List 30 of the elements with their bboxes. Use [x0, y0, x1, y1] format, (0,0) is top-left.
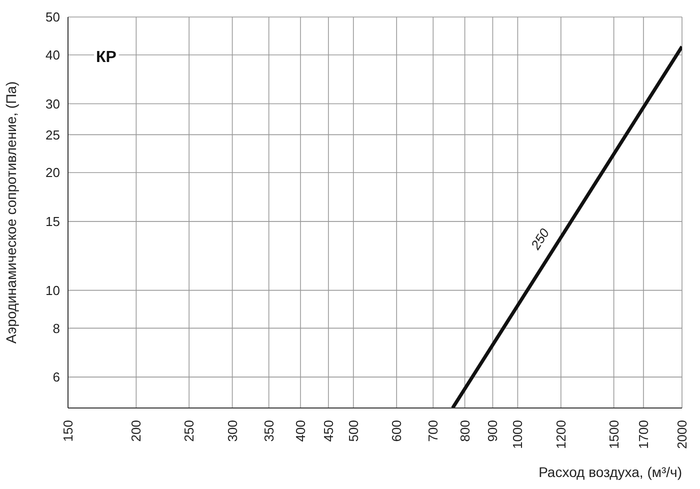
x-tick-label: 200: [128, 420, 144, 442]
x-tick-label: 250: [182, 420, 197, 442]
text: 250: [527, 225, 553, 253]
annotation: КР: [96, 49, 117, 66]
x-tick-label: 1500: [606, 420, 622, 449]
y-tick-label: 8: [52, 320, 60, 336]
x-tick-label: 500: [346, 420, 361, 442]
y-tick-label: 20: [46, 165, 60, 180]
x-tick-label: 300: [224, 420, 240, 442]
x-tick-label: 700: [426, 420, 441, 442]
x-axis-title: Расход воздуха, (м³/ч): [538, 464, 682, 480]
y-axis-title: Аэродинамическое сопротивление, (Па): [3, 81, 19, 344]
y-tick-label: 6: [52, 370, 60, 385]
y-tick-label: 30: [46, 96, 60, 112]
x-tick-label: 900: [485, 420, 500, 442]
x-tick-label: 800: [457, 420, 472, 442]
x-tick-label: 350: [261, 420, 276, 442]
x-tick-label: 2000: [674, 420, 690, 449]
y-tick-label: 25: [46, 127, 60, 142]
y-tick-label: 40: [46, 48, 60, 63]
x-tick-label: 1000: [510, 420, 526, 449]
y-tick-label: 10: [46, 282, 60, 298]
x-tick-label: 450: [320, 420, 336, 442]
x-tick-label: 1200: [553, 420, 568, 449]
x-tick-label: 600: [389, 420, 404, 442]
x-tick-label: 150: [60, 420, 76, 442]
x-tick-label: 1700: [636, 420, 651, 449]
y-tick-label: 15: [46, 214, 60, 230]
x-tick-label: 400: [292, 420, 308, 442]
y-tick-label: 50: [46, 10, 60, 25]
